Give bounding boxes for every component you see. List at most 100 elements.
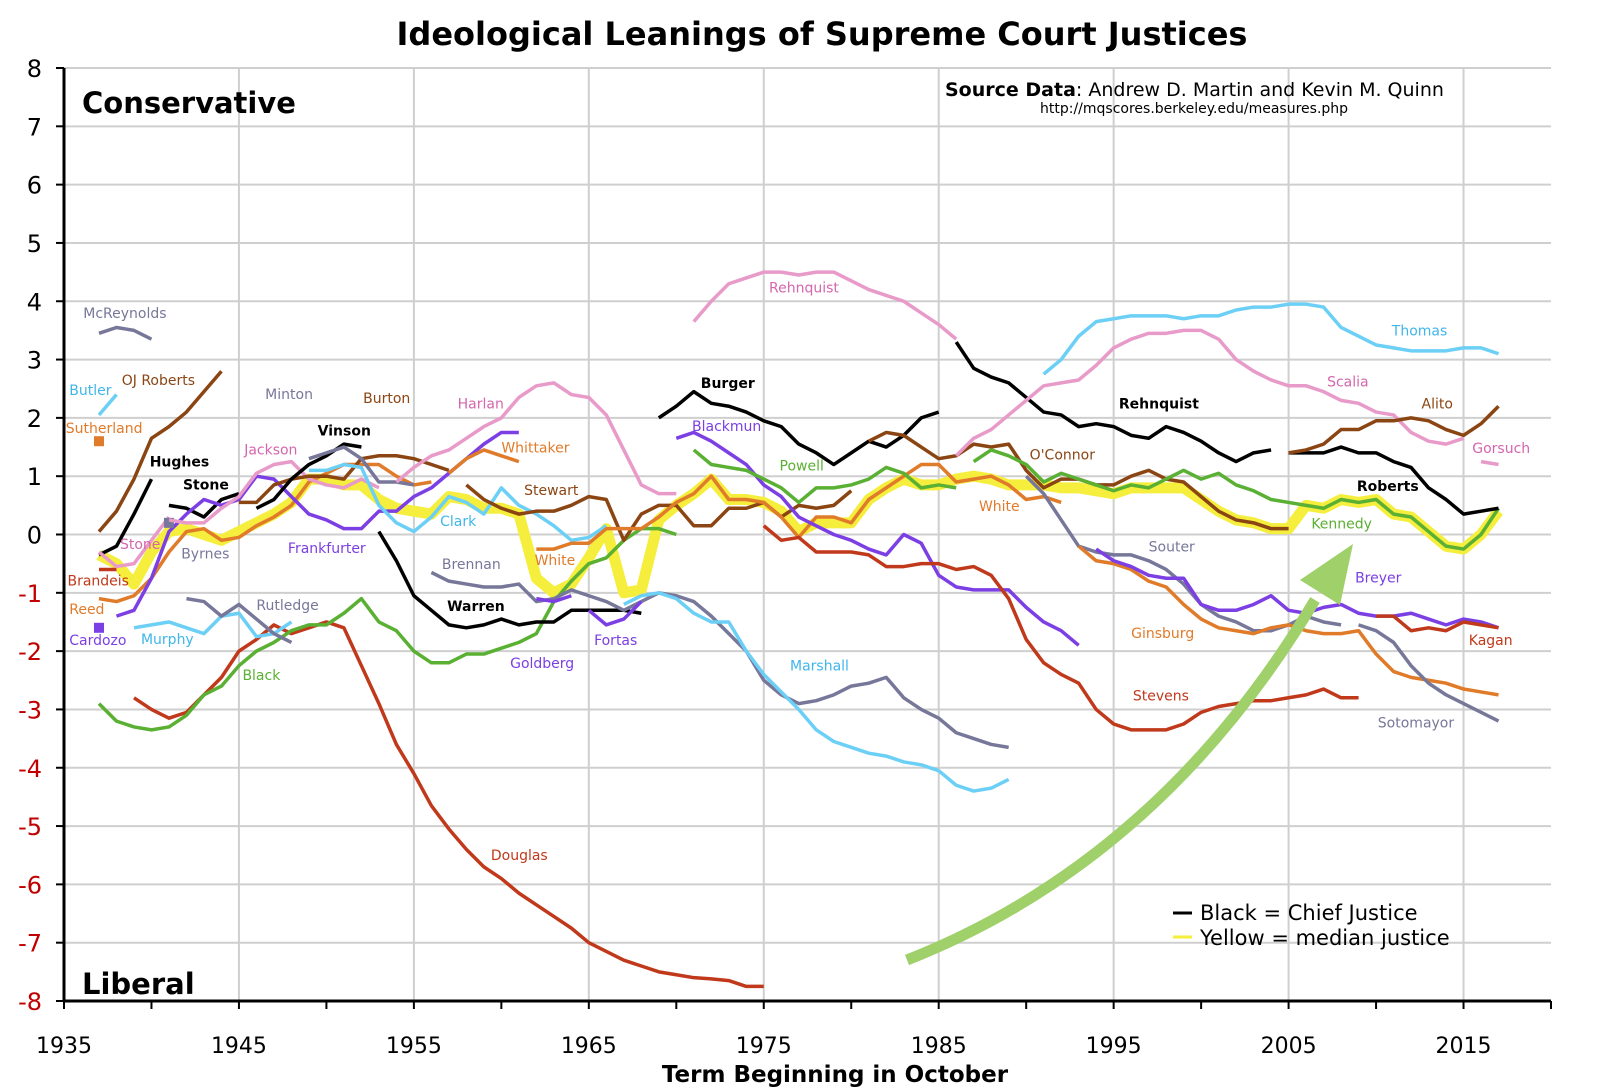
warren-chief-line <box>377 530 642 630</box>
series-label: White <box>535 553 576 569</box>
series-label: Brennan <box>442 557 501 573</box>
murphy-line <box>133 611 293 639</box>
series-label: Souter <box>1149 540 1195 556</box>
roberts-chief-line <box>1288 445 1499 516</box>
gorsuch-line <box>1480 459 1499 467</box>
burger-chief-line <box>657 389 940 467</box>
ginsburg-line <box>1077 544 1499 697</box>
trend-arrow <box>904 597 1320 966</box>
source-url: http://mqscores.berkeley.edu/measures.ph… <box>1040 101 1348 117</box>
series-label: Ginsburg <box>1131 626 1194 642</box>
y-tick-label: -1 <box>18 580 42 608</box>
douglas-line <box>133 620 764 989</box>
jackson-line <box>168 459 380 525</box>
stevens-line <box>762 524 1359 732</box>
series-label: Whittaker <box>501 441 569 457</box>
rehnquist-chief-line <box>954 341 1272 464</box>
series-label: Thomas <box>1391 323 1448 339</box>
series-label: Stewart <box>524 483 579 499</box>
mcreynolds-line <box>98 325 153 341</box>
series-label: Butler <box>69 383 111 399</box>
series-label: Powell <box>780 459 824 475</box>
x-tick-label: 1995 <box>1086 1034 1142 1059</box>
x-tick-label: 1975 <box>736 1034 792 1059</box>
clark-line <box>308 462 608 543</box>
y-tick-label: 7 <box>27 113 42 141</box>
rutledge-line <box>186 596 293 644</box>
y-tick-label: 3 <box>27 347 42 375</box>
series-label: Black <box>242 668 281 684</box>
x-axis-title: Term Beginning in October <box>662 1062 1009 1088</box>
y-tick-label: 0 <box>27 522 42 550</box>
marshall-line <box>623 591 1010 793</box>
series-label: Roberts <box>1357 479 1419 495</box>
series-label: Kagan <box>1469 633 1513 649</box>
y-tick-label: -8 <box>18 988 42 1016</box>
butler-line <box>97 393 118 417</box>
chart-title: Ideological Leanings of Supreme Court Ju… <box>397 15 1248 53</box>
y-tick-label: 1 <box>27 463 42 491</box>
black-line <box>97 526 677 732</box>
x-tick-label: 1935 <box>36 1034 92 1059</box>
y-axis-ticks: 8 7 6 5 4 3 2 1 0 -1 -2 -3 -4 -5 -6 -7 -8 <box>18 55 64 1016</box>
series-label: Douglas <box>491 848 548 864</box>
series-labels: McReynolds Butler Sutherland Brandeis Cardoz… <box>66 280 1530 864</box>
series-label: Stone <box>183 477 229 493</box>
x-axis-ticks: 1935 1945 1955 1965 1975 1985 1995 2005 2015 <box>36 1001 1552 1059</box>
series-label: Breyer <box>1355 571 1402 587</box>
powell-line <box>692 448 957 505</box>
series-label: O'Connor <box>1030 448 1096 464</box>
legend-text-median: Yellow = median justice <box>1199 926 1450 950</box>
series-label: Byrnes <box>181 547 229 563</box>
stone-line <box>97 515 171 569</box>
vinson-chief-line <box>255 442 362 510</box>
y-tick-label: 6 <box>27 172 42 200</box>
whittaker-line <box>447 448 520 475</box>
series-label: Fortas <box>594 633 637 649</box>
series-label: Harlan <box>458 396 504 412</box>
source-bold: Source Data <box>945 79 1076 101</box>
trend-arrow-head <box>1300 544 1353 605</box>
x-tick-label: 1965 <box>561 1034 617 1059</box>
x-tick-label: 1955 <box>386 1034 442 1059</box>
y-tick-label: -3 <box>18 696 42 724</box>
y-tick-label: 2 <box>27 405 42 433</box>
kagan-line <box>1376 614 1499 633</box>
series-label: Marshall <box>790 659 849 675</box>
x-tick-label: 2005 <box>1261 1034 1317 1059</box>
oj-roberts-line <box>97 370 223 533</box>
source-credit: Source Data: Andrew D. Martin and Kevin … <box>945 79 1444 101</box>
source-authors: : Andrew D. Martin and Kevin M. Quinn <box>1076 79 1444 101</box>
harlan-line <box>395 381 677 496</box>
series-label: Alito <box>1422 396 1453 412</box>
series-label: Stone <box>120 537 160 553</box>
gridlines <box>62 67 1551 1003</box>
byrnes-point <box>163 517 174 528</box>
series-label: Hughes <box>150 455 210 471</box>
sotomayor-line <box>1358 623 1500 723</box>
blackmun-line <box>675 430 1080 647</box>
series-label: Scalia <box>1327 375 1369 391</box>
y-tick-label: -5 <box>18 813 42 841</box>
x-tick-label: 2015 <box>1436 1034 1492 1059</box>
series-label: Gorsuch <box>1472 441 1530 457</box>
series-label: Goldberg <box>510 656 574 672</box>
scalia-line <box>954 328 1465 458</box>
breyer-line <box>1095 547 1500 630</box>
x-tick-label: 1985 <box>911 1034 967 1059</box>
series-label: White <box>979 499 1020 515</box>
series-label: Brandeis <box>67 574 129 590</box>
y-tick-label: -2 <box>18 638 42 666</box>
series-label: Rutledge <box>256 598 318 614</box>
series-label: Blackmun <box>692 419 761 435</box>
conservative-label: Conservative <box>82 86 296 120</box>
burton-line <box>238 454 450 505</box>
series-label: Rehnquist <box>1119 396 1199 412</box>
stewart-line <box>465 483 853 543</box>
y-tick-label: 4 <box>27 288 42 316</box>
series-label: Stevens <box>1133 688 1189 704</box>
stone-chief-line <box>168 492 240 519</box>
rehnquist-line <box>692 270 958 341</box>
alito-line <box>1288 404 1500 455</box>
